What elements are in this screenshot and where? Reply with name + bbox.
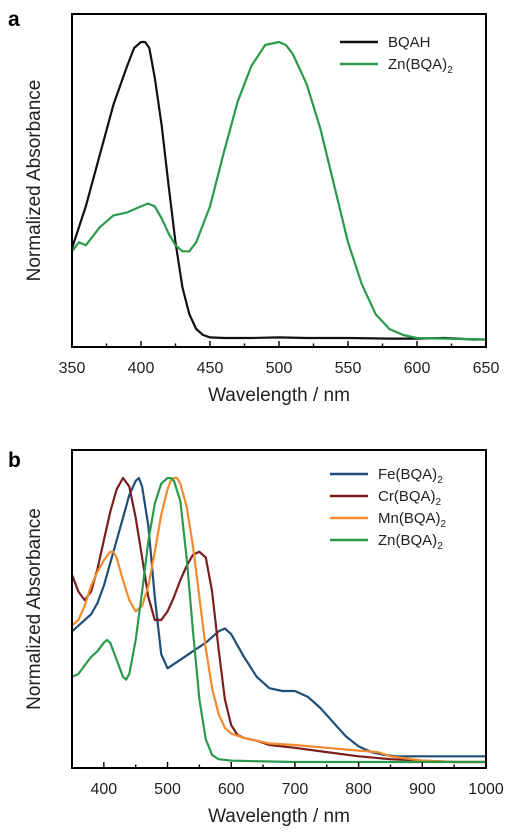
legend-label: BQAH [388, 34, 431, 51]
plot-frame-b [71, 449, 487, 769]
x-tick-label-a: 650 [473, 360, 500, 377]
x-tick-label-b: 400 [90, 781, 117, 798]
x-tick-label-a: 550 [335, 360, 362, 377]
x-tick-label-a: 600 [404, 360, 431, 377]
x-tick-label-b: 1000 [468, 781, 504, 798]
legend-label: Zn(BQA)2 [388, 56, 453, 76]
legend-b: Fe(BQA)2Cr(BQA)2Mn(BQA)2Zn(BQA)2 [330, 466, 447, 552]
series-line-a-0 [72, 40, 486, 341]
x-tick-label-a: 400 [128, 360, 155, 377]
x-tick-label-a: 450 [197, 360, 224, 377]
x-tick-label-a: 350 [59, 360, 86, 377]
x-tick-label-b: 900 [409, 781, 436, 798]
legend-label: Fe(BQA)2 [378, 466, 443, 486]
x-tick-label-b: 600 [218, 781, 245, 798]
x-tick-label-b: 700 [282, 781, 309, 798]
x-tick-label-b: 500 [154, 781, 181, 798]
panel-label-b: b [8, 449, 21, 472]
legend-label: Mn(BQA)2 [378, 510, 447, 530]
y-axis-title-a: Normalized Absorbance [24, 80, 45, 282]
x-tick-label-b: 800 [345, 781, 372, 798]
y-axis-title-b: Normalized Absorbance [24, 508, 45, 710]
series-line-b-3 [72, 476, 486, 764]
legend-a: BQAH Zn(BQA)2 [340, 34, 453, 76]
panel-label-a: a [8, 8, 20, 31]
x-axis-title-a: Wavelength / nm [208, 385, 350, 406]
series-line-a-1 [72, 40, 486, 341]
series-line-b-2 [72, 476, 486, 764]
chart-panel-b: b 400 500 600 700 800 900 1000 Wavelength / nm No… [8, 449, 504, 827]
legend-label: Cr(BQA)2 [378, 488, 442, 508]
x-axis-title-b: Wavelength / nm [208, 806, 350, 827]
x-tick-label-a: 500 [266, 360, 293, 377]
chart-panel-a: a 350 400 450 500 550 600 650 Wavelength / nm Nor… [8, 8, 499, 406]
legend-label: Zn(BQA)2 [378, 532, 443, 552]
